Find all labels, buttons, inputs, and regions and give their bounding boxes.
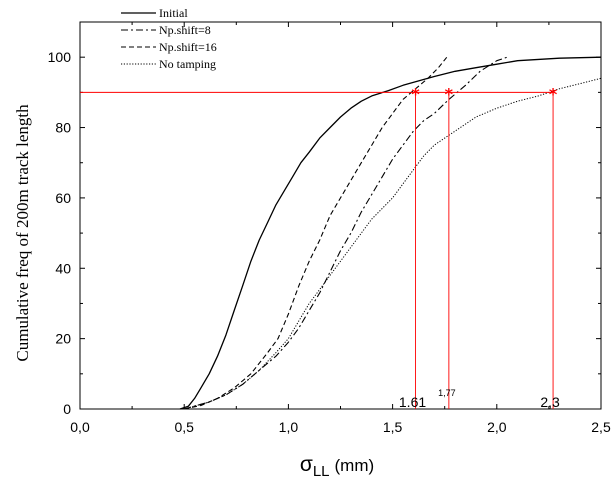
axes: 0,0 0,5 1,0 1,5 2,0 2,5 0 20 40 60 80 100 — [48, 21, 611, 435]
y-axis-title: Cumulative freq of 200m track length — [13, 104, 32, 362]
y-tick-label: 40 — [55, 260, 71, 276]
x-tick-label: 0,5 — [174, 419, 194, 435]
reference-star-marker: * — [445, 84, 454, 103]
series-line-np-shift-16 — [184, 56, 448, 410]
x-axis-symbol: σ — [300, 453, 313, 476]
y-tick-label: 80 — [55, 120, 71, 136]
legend-label: Np.shift=8 — [159, 23, 211, 37]
plot-frame — [79, 21, 602, 410]
x-tick-label: 1,5 — [383, 419, 403, 435]
x-axis-title: σLL (mm) — [300, 453, 374, 479]
y-tick-label: 100 — [48, 49, 72, 65]
reference-value-label: 2,3 — [540, 394, 560, 410]
series-line-np-shift-8 — [184, 56, 508, 410]
reference-star-marker: * — [411, 84, 420, 103]
x-tick-label: 2,0 — [487, 419, 507, 435]
x-axis-unit: (mm) — [335, 456, 375, 475]
x-tick-label: 2,5 — [591, 419, 611, 435]
y-tick-label: 0 — [63, 401, 71, 417]
plot-area — [179, 56, 602, 410]
y-tick-label: 20 — [55, 331, 71, 347]
legend-label: No tamping — [159, 57, 216, 71]
y-tick-label: 60 — [55, 190, 71, 206]
series-line-no-tamping — [184, 77, 602, 410]
x-tick-label: 0,0 — [70, 419, 90, 435]
x-tick-label: 1,0 — [279, 419, 299, 435]
reference-value-label: 1.61 — [399, 394, 426, 410]
x-axis-subscript: LL — [313, 463, 330, 479]
legend: Initial Np.shift=8 Np.shift=16 No tamping — [121, 6, 217, 71]
reference-value-label: 1,77 — [438, 388, 456, 398]
reference-star-marker: * — [549, 84, 558, 103]
reference-lines: * 1.61 * 1,77 * 2,3 — [80, 84, 560, 410]
legend-label: Np.shift=16 — [159, 40, 217, 54]
legend-label: Initial — [159, 6, 188, 20]
series-line-initial — [179, 56, 602, 410]
